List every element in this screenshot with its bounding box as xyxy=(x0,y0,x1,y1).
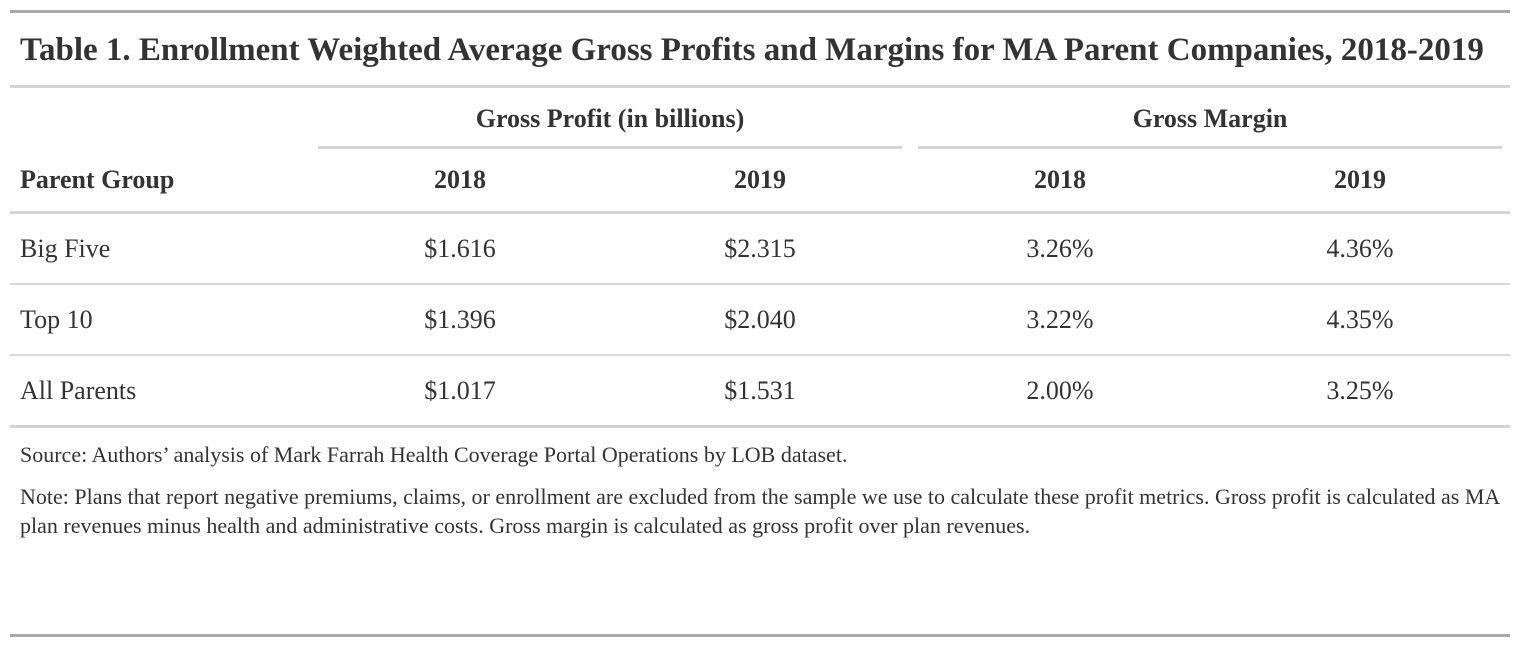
table-cell: 2.00% xyxy=(910,355,1210,428)
row-label: Big Five xyxy=(10,212,310,285)
table-row: All Parents $1.017 $1.531 2.00% 3.25% xyxy=(10,355,1510,428)
table-cell: 4.36% xyxy=(1210,212,1510,285)
top-rule xyxy=(10,10,1510,13)
row-label: Top 10 xyxy=(10,284,310,356)
row-label: All Parents xyxy=(10,355,310,428)
table-cell: 4.35% xyxy=(1210,284,1510,356)
column-header-row: Parent Group 2018 2019 2018 2019 xyxy=(10,149,1510,214)
method-note: Note: Plans that report negative premium… xyxy=(20,484,1500,538)
group-label: Gross Profit (in billions) xyxy=(318,104,902,149)
table-row: Big Five $1.616 $2.315 3.26% 4.36% xyxy=(10,212,1510,285)
table-cell: $2.040 xyxy=(610,284,910,356)
table-title: Table 1. Enrollment Weighted Average Gro… xyxy=(20,32,1484,68)
source-note: Source: Authors’ analysis of Mark Farrah… xyxy=(20,442,848,467)
column-header-profit-2018: 2018 xyxy=(310,149,610,214)
table-cell: $1.396 xyxy=(310,284,610,356)
table-cell: 3.26% xyxy=(910,212,1210,285)
group-label: Gross Margin xyxy=(918,104,1502,149)
bottom-rule xyxy=(10,634,1510,637)
group-header-gross-profit: Gross Profit (in billions) xyxy=(310,88,910,149)
table-cell: $2.315 xyxy=(610,212,910,285)
table-cell: 3.22% xyxy=(910,284,1210,356)
table-cell: $1.017 xyxy=(310,355,610,428)
table-cell: $1.616 xyxy=(310,212,610,285)
column-header-parent-group: Parent Group xyxy=(10,149,310,214)
group-header-gross-margin: Gross Margin xyxy=(910,88,1510,149)
table-row: Top 10 $1.396 $2.040 3.22% 4.35% xyxy=(10,284,1510,356)
table-notes: Source: Authors’ analysis of Mark Farrah… xyxy=(10,428,1510,563)
column-header-margin-2018: 2018 xyxy=(910,149,1210,214)
data-table: Gross Profit (in billions) Gross Margin … xyxy=(10,88,1510,428)
empty-header xyxy=(10,88,310,149)
column-group-row: Gross Profit (in billions) Gross Margin xyxy=(10,88,1510,149)
table-cell: 3.25% xyxy=(1210,355,1510,428)
column-header-profit-2019: 2019 xyxy=(610,149,910,214)
table-figure: Table 1. Enrollment Weighted Average Gro… xyxy=(10,10,1510,563)
table-cell: $1.531 xyxy=(610,355,910,428)
column-header-margin-2019: 2019 xyxy=(1210,149,1510,214)
title-rule xyxy=(10,85,1510,88)
